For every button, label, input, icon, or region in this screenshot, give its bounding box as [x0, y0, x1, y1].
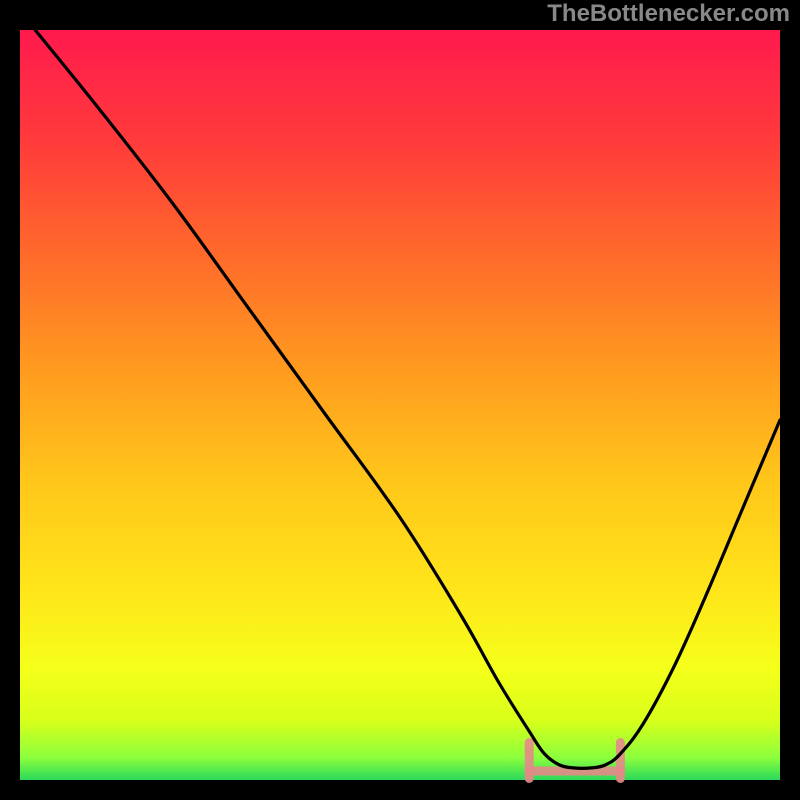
bottleneck-curve-chart: [0, 0, 800, 800]
chart-stage: TheBottlenecker.com: [0, 0, 800, 800]
watermark-text: TheBottlenecker.com: [547, 0, 790, 28]
